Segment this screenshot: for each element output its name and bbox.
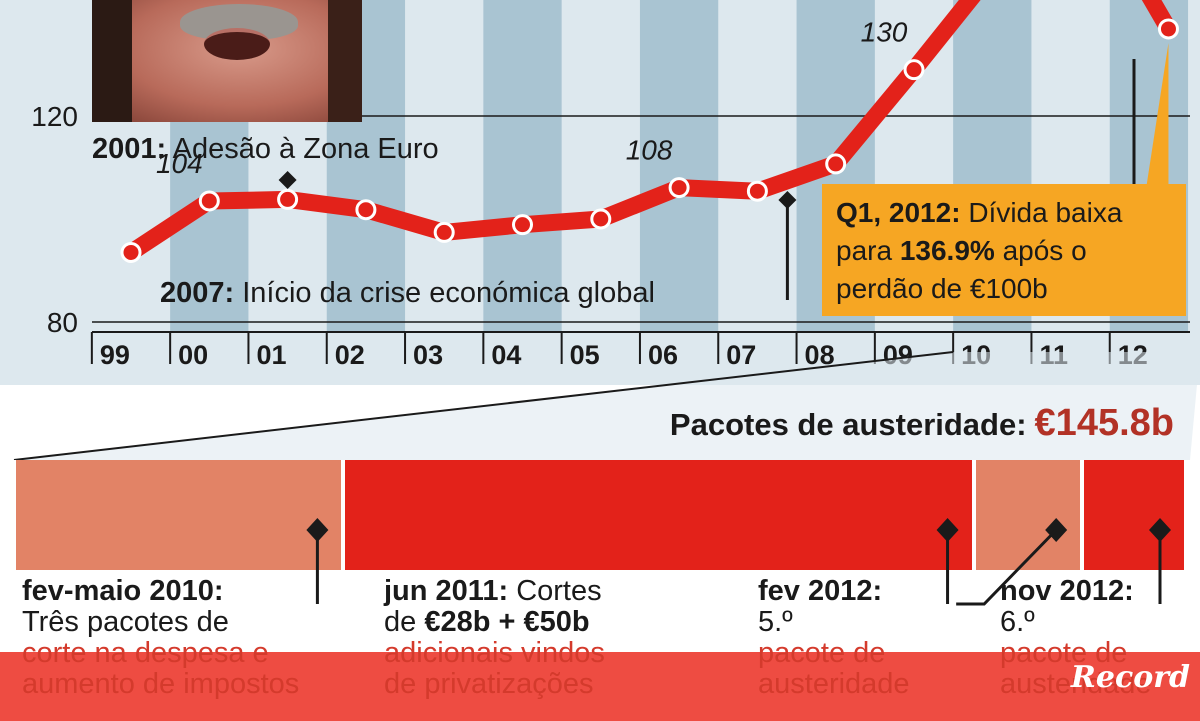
data-point <box>825 153 847 175</box>
zoom-wedge <box>14 352 1200 460</box>
record-logo: Record <box>1070 660 1190 695</box>
note-2010-line-1: Três pacotes de <box>22 606 229 638</box>
value-label: 108 <box>626 135 673 166</box>
data-point <box>120 241 142 263</box>
note-feb-2012-year: fev 2012: <box>758 575 883 607</box>
marker-2001 <box>278 171 297 189</box>
note-nov-2012-line-1: 6.º <box>1000 606 1035 638</box>
x-tick-label: 99 <box>100 340 130 370</box>
note-2011-line-3: de privatizações <box>384 668 594 700</box>
q1-year: Q1, 2012: <box>836 197 961 228</box>
note-2011: jun 2011: Cortes de €28b + €50b adiciona… <box>384 576 605 700</box>
data-point <box>512 214 533 236</box>
annotation-2001-text: Adesão à Zona Euro <box>172 133 439 165</box>
note-nov-2012-line-2: pacote de <box>1000 637 1128 669</box>
note-2011-line-1a: Cortes <box>516 575 602 607</box>
x-tick-label: 08 <box>805 340 835 370</box>
x-tick-label: 01 <box>256 340 286 370</box>
marker-2007 <box>778 191 797 209</box>
y-tick-label: 80 <box>47 307 78 338</box>
year-column <box>639 0 719 332</box>
x-tick-label: 05 <box>570 340 600 370</box>
data-point <box>746 180 768 202</box>
x-tick-label: 04 <box>491 340 521 370</box>
year-column <box>483 0 562 332</box>
annotation-2001-year: 2001: <box>92 133 167 165</box>
q1-callout-pointer <box>1146 42 1169 187</box>
austerity-bar <box>975 460 1081 570</box>
note-2011-year: jun 2011: <box>384 575 509 607</box>
q1-value: 136.9% <box>899 235 995 266</box>
note-2010: fev-maio 2010: Três pacotes de corte na … <box>22 576 299 700</box>
austerity-bar <box>16 460 342 570</box>
data-point <box>590 208 612 230</box>
note-feb-2012-line-3: austeridade <box>758 668 910 700</box>
note-2010-line-3: aumento de impostos <box>22 668 300 700</box>
annotation-2007-text: Início da crise económica global <box>242 277 655 309</box>
x-tick-label: 07 <box>726 340 756 370</box>
note-2011-line-2: adicionais vindos <box>384 637 605 669</box>
value-label: 130 <box>861 17 908 48</box>
q1-text-3: após o <box>1002 235 1087 266</box>
bottom-band <box>0 652 1200 721</box>
data-point <box>1157 18 1179 40</box>
note-feb-2012-line-1: 5.º <box>758 606 793 638</box>
note-2010-line-2: corte na despesa e <box>22 637 269 669</box>
debt-series-line <box>122 0 1177 261</box>
value-label: 104 <box>156 148 203 179</box>
data-point <box>903 59 925 81</box>
data-point <box>355 199 377 221</box>
photo-mouth <box>204 28 270 60</box>
photo-shadow <box>92 0 132 122</box>
data-point <box>277 188 299 210</box>
note-2011-amount: €28b + €50b <box>424 606 590 638</box>
q1-text-1: Dívida baixa <box>968 197 1123 228</box>
note-feb-2012: fev 2012: 5.º pacote de austeridade <box>758 576 910 700</box>
note-nov-2012-year: nov 2012: <box>1000 575 1134 607</box>
q1-text-2: para <box>836 235 893 266</box>
austerity-total: €145.8b <box>1034 402 1174 444</box>
austerity-bar <box>1084 460 1184 570</box>
q1-2012-callout: Q1, 2012: Dívida baixa para 136.9% após … <box>822 184 1186 316</box>
zoom-wedge-edge <box>13 351 954 460</box>
x-tick-label: 06 <box>648 340 678 370</box>
data-point <box>433 221 455 243</box>
austerity-bar <box>345 460 972 570</box>
y-tick-label: 120 <box>31 101 78 132</box>
photo-shadow <box>328 0 362 122</box>
portrait-photo <box>92 0 362 122</box>
austerity-title-text: Pacotes de austeridade: <box>669 407 1027 442</box>
note-nov-2012-line-3: austeridade <box>1000 668 1152 700</box>
x-tick-label: 02 <box>335 340 365 370</box>
q1-text-4: perdão de €100b <box>836 273 1048 304</box>
note-2010-year: fev-maio 2010: <box>22 575 224 607</box>
x-tick-label: 03 <box>413 340 443 370</box>
x-tick-label: 00 <box>178 340 208 370</box>
austerity-title: Pacotes de austeridade: €145.8b <box>670 402 1174 445</box>
data-point <box>668 177 690 199</box>
annotation-2001: 2001: Adesão à Zona Euro <box>92 135 439 164</box>
annotation-2007-year: 2007: <box>160 277 235 309</box>
annotation-2007: 2007: Início da crise económica global <box>160 279 655 308</box>
note-2011-line-1b: de <box>384 606 417 638</box>
data-point <box>198 190 220 212</box>
note-feb-2012-line-2: pacote de <box>758 637 886 669</box>
